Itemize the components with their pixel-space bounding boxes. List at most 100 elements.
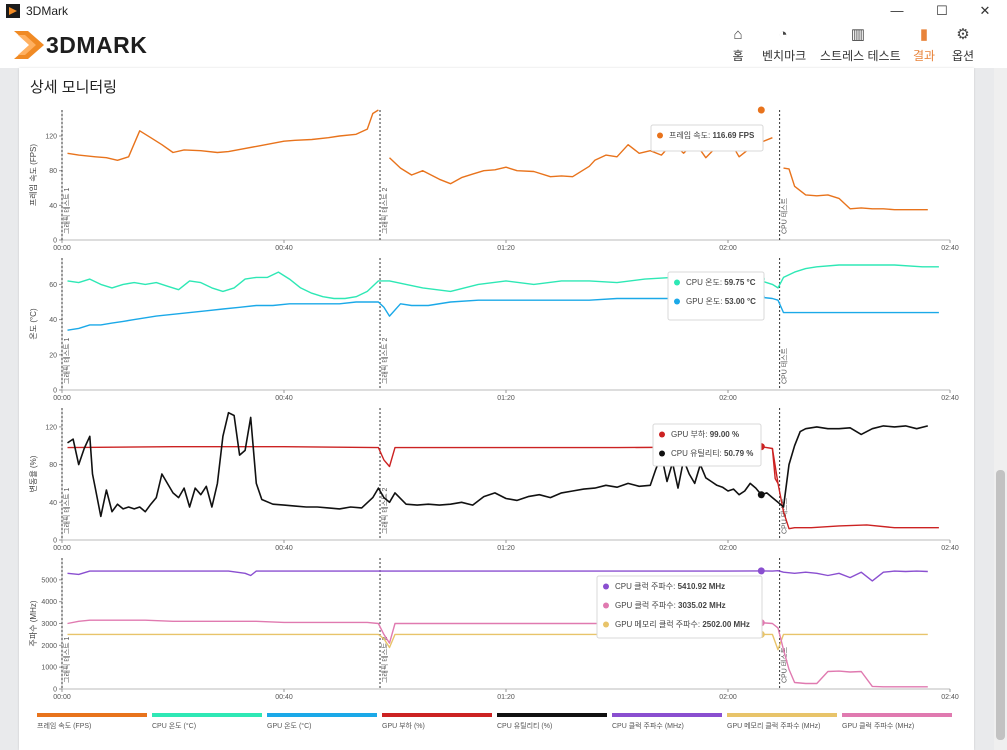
nav-home[interactable]: ⌂ 홈 xyxy=(725,26,751,66)
legend-swatch-gpu_clock[interactable] xyxy=(842,713,952,717)
test-marker-label: 그래픽 테스트 1 xyxy=(62,337,71,384)
tooltip-entry: CPU 클럭 주파수: 5410.92 MHz xyxy=(615,581,725,591)
nav-label: 스트레스 테스트 xyxy=(820,49,901,63)
y-axis-label: 프레임 속도 (FPS) xyxy=(29,144,38,206)
legend-label-gpu_temp[interactable]: GPU 온도 (°C) xyxy=(267,723,312,730)
x-tick-label: 01:20 xyxy=(497,694,515,701)
x-tick-label: 00:40 xyxy=(275,395,293,402)
y-tick-label: 40 xyxy=(49,203,57,210)
tooltip-box xyxy=(650,124,764,152)
gear-icon: ⚙ xyxy=(956,26,970,43)
tooltip-entry-label: CPU 클럭 주파수: xyxy=(615,581,678,591)
y-tick-label: 0 xyxy=(53,687,57,694)
y-axis-label: 변동율 (%) xyxy=(28,455,38,492)
legend-label-cpu_temp[interactable]: CPU 온도 (°C) xyxy=(152,723,197,730)
tooltip-box xyxy=(596,575,763,639)
y-tick-label: 2000 xyxy=(41,643,57,650)
x-tick-label: 00:40 xyxy=(275,545,293,552)
section-title: 상세 모니터링 xyxy=(30,79,117,96)
y-tick-label: 20 xyxy=(49,352,57,359)
hover-point-cpu_clock xyxy=(757,567,765,575)
tooltip-entry: CPU 온도: 59.75 °C xyxy=(686,278,756,287)
legend-label-gpu_clock[interactable]: GPU 클럭 주파수 (MHz) xyxy=(842,723,915,730)
y-tick-label: 5000 xyxy=(41,577,57,584)
hover-point-fps xyxy=(757,106,765,114)
test-marker-label: CPU 테스트 xyxy=(781,646,789,683)
legend-label-gpu_mem_clock[interactable]: GPU 메모리 클럭 주파수 (MHz) xyxy=(727,723,821,730)
nav-stress-test[interactable]: ▥ 스트레스 테스트 xyxy=(820,26,901,66)
x-tick-label: 01:20 xyxy=(497,395,515,402)
test-marker-label: 그래픽 테스트 2 xyxy=(380,187,389,234)
x-tick-label: 02:40 xyxy=(941,694,959,701)
y-axis-label: 온도 (°C) xyxy=(29,308,38,340)
nav-label: 벤치마크 xyxy=(762,49,807,63)
y-tick-label: 1000 xyxy=(41,665,57,672)
brand-logo[interactable]: 3DMARK xyxy=(14,28,164,62)
legend-swatch-cpu_util[interactable] xyxy=(497,713,607,717)
tooltip-entry-label: GPU 클럭 주파수: xyxy=(615,600,678,610)
tooltip-entry: GPU 클럭 주파수: 3035.02 MHz xyxy=(615,600,726,610)
legend-swatch-gpu_mem_clock[interactable] xyxy=(727,713,837,717)
window-title: 3DMark xyxy=(26,4,69,18)
legend-swatch-fps[interactable] xyxy=(37,713,147,717)
app-logo-icon xyxy=(6,4,20,18)
results-icon: ▮ xyxy=(919,26,929,43)
bars-icon: ▥ xyxy=(850,26,866,43)
tooltip-box xyxy=(652,423,762,467)
tooltip-entry-value: 5410.92 MHz xyxy=(678,582,726,591)
tooltip-entry-value: 59.75 °C xyxy=(724,278,755,287)
nav-options[interactable]: ⚙ 옵션 xyxy=(950,26,976,66)
tooltip-entry: GPU 메모리 클럭 주파수: 2502.00 MHz xyxy=(615,619,750,629)
test-marker-label: 그래픽 테스트 2 xyxy=(380,337,389,384)
tooltip-swatch xyxy=(657,132,663,139)
tooltip-entry-label: CPU 온도: xyxy=(686,278,724,287)
x-tick-label: 02:40 xyxy=(941,245,959,252)
series-line-fps xyxy=(67,109,379,162)
maximize-button[interactable]: ☐ xyxy=(936,3,948,18)
y-tick-label: 4000 xyxy=(41,599,57,606)
tooltip-swatch xyxy=(674,279,680,286)
legend-label-cpu_clock[interactable]: CPU 클럭 주파수 (MHz) xyxy=(612,723,684,730)
series-line-gpu_load xyxy=(67,446,939,530)
legend-swatch-gpu_temp[interactable] xyxy=(267,713,377,717)
nav-benchmarks[interactable]: ◔ 벤치마크 xyxy=(762,26,807,66)
series-line-cpu_clock xyxy=(67,570,928,582)
tooltip-entry-label: CPU 유틸리티: xyxy=(671,448,724,458)
nav-label: 옵션 xyxy=(951,49,975,63)
series-line-cpu_temp xyxy=(67,264,939,300)
scrollbar-thumb[interactable] xyxy=(996,470,1005,740)
legend-swatch-cpu_temp[interactable] xyxy=(152,713,262,717)
series-line-gpu_mem_clock xyxy=(67,633,928,651)
legend-label-fps[interactable]: 프레임 속도 (FPS) xyxy=(37,723,92,730)
tooltip-swatch xyxy=(603,583,609,590)
x-tick-label: 00:40 xyxy=(275,245,293,252)
test-marker-label: 그래픽 테스트 1 xyxy=(62,487,71,534)
series-line-fps xyxy=(389,136,773,185)
home-icon: ⌂ xyxy=(733,26,743,43)
y-tick-label: 60 xyxy=(49,282,57,289)
nav-results[interactable]: ▮ 결과 xyxy=(910,26,938,66)
tooltip-entry: CPU 유틸리티: 50.79 % xyxy=(671,448,753,458)
series-line-gpu_temp xyxy=(67,296,939,331)
y-tick-label: 3000 xyxy=(41,621,57,628)
minimize-button[interactable]: — xyxy=(890,3,904,18)
monitoring-panel xyxy=(19,68,974,750)
y-tick-label: 40 xyxy=(49,500,57,507)
x-tick-label: 02:00 xyxy=(719,545,737,552)
tooltip-entry-label: GPU 메모리 클럭 주파수: xyxy=(615,619,702,629)
tooltip-entry: GPU 온도: 53.00 °C xyxy=(686,297,756,306)
test-marker-label: 그래픽 테스트 1 xyxy=(62,187,71,234)
legend-swatch-gpu_load[interactable] xyxy=(382,713,492,717)
x-tick-label: 00:40 xyxy=(275,694,293,701)
tooltip-box xyxy=(667,271,765,321)
legend-label-cpu_util[interactable]: CPU 유틸리티 (%) xyxy=(497,723,553,730)
logo-text: 3DMARK xyxy=(46,32,148,58)
legend-swatch-cpu_clock[interactable] xyxy=(612,713,722,717)
nav-label: 결과 xyxy=(912,49,936,63)
close-button[interactable]: ✕ xyxy=(979,3,991,18)
tooltip-swatch xyxy=(603,621,609,628)
x-tick-label: 02:00 xyxy=(719,694,737,701)
legend-label-gpu_load[interactable]: GPU 부하 (%) xyxy=(382,723,425,730)
tooltip-entry-label: 프레임 속도: xyxy=(669,131,712,140)
